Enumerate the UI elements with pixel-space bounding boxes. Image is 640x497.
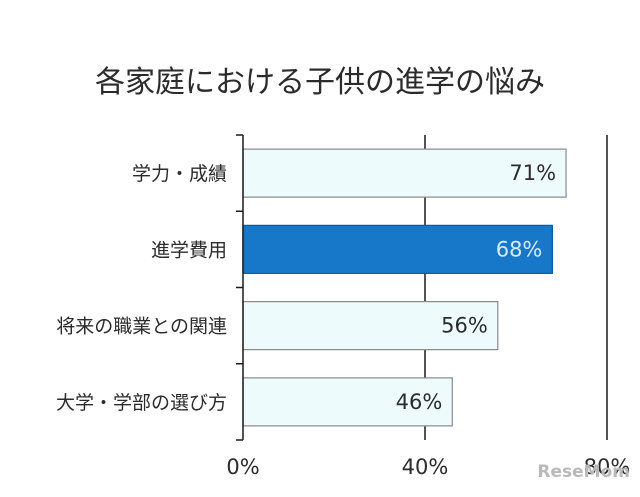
category-label: 進学費用: [151, 239, 227, 261]
watermark-logo: ReseMom: [537, 462, 630, 482]
bar: [242, 224, 553, 274]
x-tick-label: 80%: [584, 455, 631, 479]
x-tick-label: 0%: [226, 455, 259, 479]
value-label: 56%: [441, 314, 488, 338]
category-label: 大学・学部の選び方: [56, 392, 227, 414]
bars: 71% 68% 56% 46%: [242, 148, 567, 427]
category-label: 学力・成績: [132, 163, 227, 185]
axes: [236, 134, 244, 441]
value-label: 71%: [509, 161, 556, 185]
chart-title: 各家庭における子供の進学の悩み: [95, 65, 545, 100]
x-tick-label: 40%: [402, 455, 449, 479]
x-tick-labels: 0% 40% 80%: [226, 455, 630, 479]
value-label: 46%: [396, 390, 443, 414]
category-label: 将来の職業との関連: [56, 316, 227, 338]
value-label: 68%: [496, 237, 543, 261]
